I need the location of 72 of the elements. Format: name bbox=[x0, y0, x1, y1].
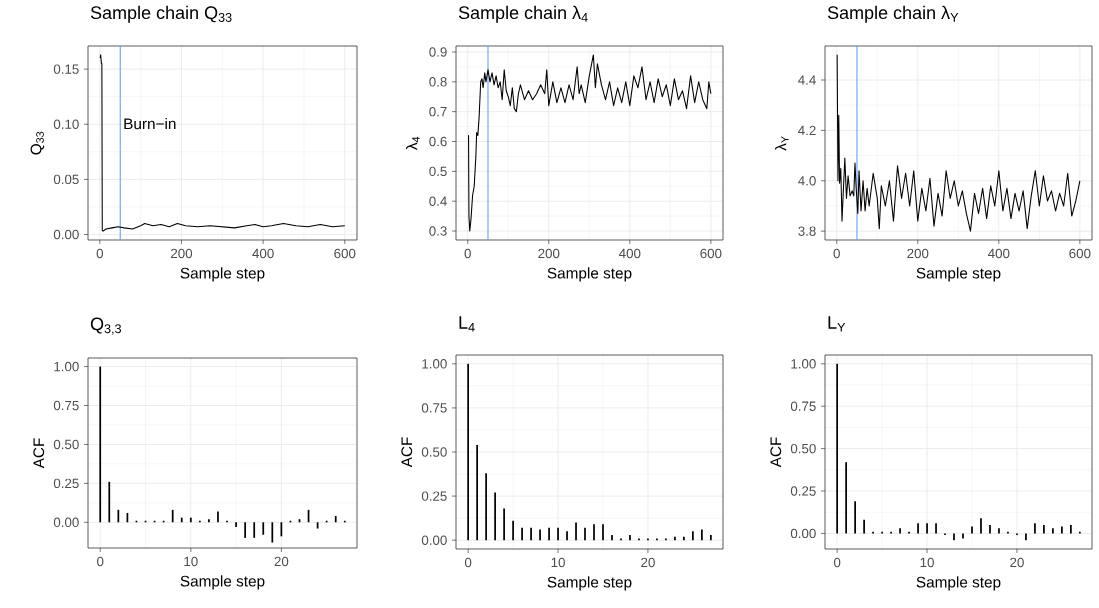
x-axis-title: Sample step bbox=[916, 267, 1001, 282]
chart-title: L$_{Y}$ bbox=[828, 316, 846, 332]
y-tick-label: 0.05 bbox=[53, 174, 79, 185]
y-axis-title: λ$_{4}$ bbox=[406, 136, 420, 151]
x-tick-label: 400 bbox=[619, 248, 641, 259]
y-axis-title: Q$_{33}$ bbox=[30, 131, 45, 155]
y-tick-label: 0.50 bbox=[790, 443, 816, 454]
line-series bbox=[467, 54, 712, 232]
y-tick-label: 0.00 bbox=[421, 535, 447, 545]
x-tick-label: 600 bbox=[700, 248, 722, 259]
x-tick-label: 10 bbox=[920, 557, 934, 568]
y-tick-label: 0.15 bbox=[53, 64, 79, 74]
chart-title: Sample chain λ$_{4}$ bbox=[458, 5, 588, 23]
x-tick-label: 0 bbox=[464, 557, 472, 568]
chart-title: Q$_{3,3}$ bbox=[90, 317, 122, 335]
y-tick-label: 0.75 bbox=[790, 401, 816, 411]
x-tick-label: 20 bbox=[274, 556, 289, 567]
x-tick-label: 10 bbox=[184, 556, 198, 567]
x-axis-title: Sample step bbox=[180, 267, 265, 282]
y-tick-label: 0.50 bbox=[53, 439, 79, 450]
y-tick-label: 0.6 bbox=[429, 136, 447, 147]
x-tick-label: 200 bbox=[538, 248, 560, 259]
y-axis-title: ACF bbox=[33, 438, 45, 469]
x-axis-title: Sample step bbox=[180, 575, 265, 590]
y-tick-label: 0.25 bbox=[790, 486, 816, 496]
x-tick-label: 600 bbox=[334, 248, 356, 259]
y-tick-label: 0.4 bbox=[429, 196, 447, 206]
x-tick-label: 10 bbox=[551, 557, 565, 568]
y-tick-label: 0.3 bbox=[429, 226, 447, 236]
x-tick-label: 20 bbox=[1010, 557, 1024, 568]
x-axis-title: Sample step bbox=[916, 576, 1001, 591]
y-tick-label: 0.7 bbox=[429, 106, 447, 117]
y-tick-label: 0.9 bbox=[429, 47, 447, 57]
y-tick-label: 0.00 bbox=[53, 517, 79, 528]
y-tick-label: 1.00 bbox=[54, 361, 79, 372]
y-tick-label: 0.25 bbox=[421, 491, 447, 501]
chart-title: Sample chain λ$_{Y}$ bbox=[827, 5, 959, 23]
chart-title: Sample chain Q$_{33}$ bbox=[90, 5, 232, 23]
x-tick-label: 0 bbox=[833, 557, 841, 568]
x-tick-label: 400 bbox=[988, 248, 1010, 259]
x-tick-label: 0 bbox=[833, 248, 840, 259]
y-tick-label: 1.00 bbox=[791, 359, 816, 369]
x-tick-label: 0 bbox=[96, 248, 104, 259]
y-tick-label: 0.00 bbox=[790, 528, 816, 539]
x-tick-label: 200 bbox=[171, 248, 193, 259]
y-tick-label: 1.00 bbox=[422, 359, 447, 369]
y-tick-label: 4.2 bbox=[798, 125, 816, 136]
y-tick-label: 4.0 bbox=[798, 176, 816, 186]
y-tick-label: 0.8 bbox=[429, 77, 447, 87]
line-series bbox=[836, 54, 1081, 232]
ref-line-label: Burn−in bbox=[124, 117, 176, 130]
y-tick-label: 0.75 bbox=[53, 400, 79, 411]
x-tick-label: 200 bbox=[907, 248, 929, 259]
y-tick-label: 3.8 bbox=[798, 226, 816, 236]
y-tick-label: 0.00 bbox=[53, 229, 79, 240]
x-axis-title: Sample step bbox=[547, 267, 632, 282]
x-axis-title: Sample step bbox=[547, 576, 632, 591]
y-tick-label: 0.5 bbox=[429, 166, 447, 177]
x-tick-label: 20 bbox=[641, 557, 655, 568]
y-tick-label: 0.50 bbox=[421, 447, 447, 457]
y-axis-title: λ$_{Y}$ bbox=[775, 136, 789, 151]
x-tick-label: 0 bbox=[464, 248, 471, 259]
chart-title: L$_{4}$ bbox=[459, 316, 475, 332]
y-tick-label: 0.10 bbox=[53, 119, 79, 129]
y-axis-title: ACF bbox=[401, 437, 413, 468]
x-tick-label: 400 bbox=[252, 248, 274, 259]
x-tick-label: 600 bbox=[1069, 248, 1091, 259]
x-tick-label: 0 bbox=[97, 556, 104, 567]
y-tick-label: 0.75 bbox=[421, 403, 447, 413]
y-tick-label: 0.25 bbox=[53, 478, 79, 489]
y-axis-title: ACF bbox=[770, 437, 782, 468]
y-tick-label: 4.4 bbox=[798, 75, 816, 85]
